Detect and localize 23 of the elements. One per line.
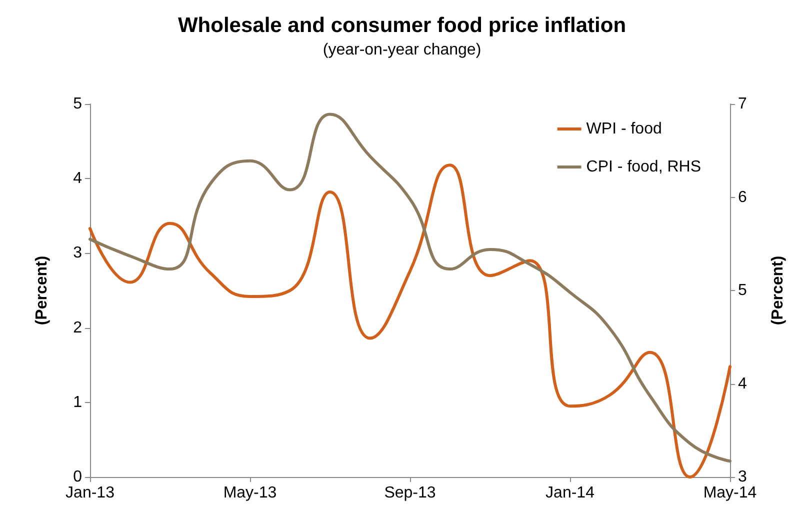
legend-label: CPI - food, RHS [586,158,701,176]
y2-axis-title: (Percent) [770,256,786,326]
legend-label: WPI - food [586,120,662,138]
x-tick-label: Jan-13 [66,484,115,502]
y2-tick-label: 6 [738,188,747,206]
chart-subtitle: (year-on-year change) [322,42,482,58]
y-tick-label: 4 [73,170,82,188]
chart-title: Wholesale and consumer food price inflation [178,14,626,37]
x-tick-label: Sep-13 [384,484,436,502]
y-tick-label: 1 [73,394,82,411]
y2-tick-label: 5 [738,282,747,299]
y2-tick-label: 4 [738,375,747,392]
y-tick-label: 3 [73,244,82,262]
x-tick-label: May-14 [703,484,757,502]
y-tick-label: 0 [73,468,82,486]
y2-tick-label: 7 [738,96,747,112]
y2-tick-label: 3 [738,468,747,486]
line-series [88,112,732,463]
x-tick-label: Jan-14 [546,484,595,502]
x-tick-label: May-13 [223,484,277,502]
y-tick-label: 2 [73,319,82,336]
y-tick-label: 5 [73,96,82,112]
y-axis-title: (Percent) [34,256,50,326]
